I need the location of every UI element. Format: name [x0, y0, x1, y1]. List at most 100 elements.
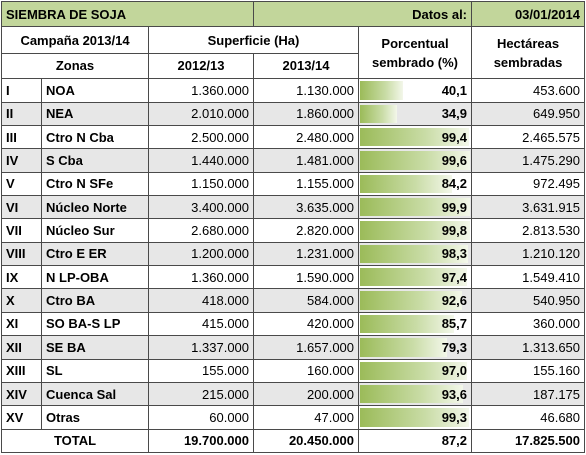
header-row-1: Campaña 2013/14 Superficie (Ha) Porcentu…: [1, 26, 586, 80]
total-label: TOTAL: [1, 428, 149, 454]
title-row: SIEMBRA DE SOJA Datos al: 03/01/2014: [0, 0, 586, 28]
zone-name: N LP-OBA: [41, 265, 149, 290]
table-row: XII SE BA 1.337.000 1.657.000 79,3 1.313.650: [1, 335, 586, 360]
zone-name: Núcleo Sur: [41, 218, 149, 243]
surface-2013-cell: 1.657.000: [253, 335, 360, 360]
pct-cell: 99,6: [358, 148, 473, 173]
zone-number: I: [1, 78, 42, 103]
pct-value: 98,3: [441, 246, 468, 262]
surface-2013-cell: 160.000: [253, 358, 360, 383]
hectares-sown-cell: 3.631.915: [471, 194, 586, 220]
pct-cell: 85,7: [358, 311, 473, 337]
pct-value: 93,6: [441, 386, 468, 402]
zone-name: Ctro N SFe: [41, 171, 149, 196]
ha-header-line1: Hectáreas: [496, 35, 560, 51]
surface-2012-cell: 1.360.000: [147, 78, 255, 103]
surface-2012-cell: 155.000: [147, 358, 255, 383]
zone-name: NEA: [41, 101, 149, 126]
surface-2013-cell: 200.000: [253, 381, 360, 407]
pct-data-bar: [360, 338, 447, 357]
zone-number: XV: [1, 405, 42, 430]
pct-value: 34,9: [441, 106, 468, 122]
pct-data-bar: [360, 174, 453, 193]
zone-name: Cuenca Sal: [41, 381, 149, 407]
surface-2012-cell: 418.000: [147, 288, 255, 313]
pct-value: 40,1: [441, 82, 468, 98]
pct-value: 99,4: [441, 129, 468, 145]
table-row: IX N LP-OBA 1.360.000 1.590.000 97,4 1.549.41…: [1, 265, 586, 290]
zone-number: VII: [1, 218, 42, 243]
total-2012: 19.700.000: [147, 428, 255, 454]
total-2013: 20.450.000: [253, 428, 360, 454]
pct-cell: 99,4: [358, 124, 473, 150]
hectares-sown-cell: 360.000: [471, 311, 586, 337]
ha-header: Hectáreas sembradas: [471, 26, 586, 80]
table-row: I NOA 1.360.000 1.130.000 40,1 453.600: [1, 78, 586, 103]
table-row: V Ctro N SFe 1.150.000 1.155.000 84,2 972.495: [1, 171, 586, 196]
pct-cell: 98,3: [358, 241, 473, 267]
hectares-sown-cell: 1.549.410: [471, 265, 586, 290]
zones-header: Zonas: [1, 52, 149, 80]
pct-cell: 34,9: [358, 101, 473, 126]
total-row: TOTAL 19.700.000 20.450.000 87,2 17.825.500: [1, 428, 586, 454]
pct-cell: 79,3: [358, 335, 473, 360]
zone-name: NOA: [41, 78, 149, 103]
zone-number: III: [1, 124, 42, 150]
surface-2013-cell: 2.820.000: [253, 218, 360, 243]
hectares-sown-cell: 46.680: [471, 405, 586, 430]
pct-cell: 99,8: [358, 218, 473, 243]
pct-data-bar: [360, 384, 463, 404]
surface-2013-cell: 1.590.000: [253, 265, 360, 290]
pct-data-bar: [360, 127, 470, 147]
hectares-sown-cell: 2.813.530: [471, 218, 586, 243]
hectares-sown-cell: 1.475.290: [471, 148, 586, 173]
total-pct: 87,2: [358, 428, 473, 454]
hectares-sown-cell: 155.160: [471, 358, 586, 383]
pct-data-bar: [360, 291, 462, 310]
pct-value: 99,8: [441, 223, 468, 239]
pct-value: 92,6: [441, 293, 468, 309]
date-label: Datos al:: [253, 0, 473, 28]
zone-number: XIII: [1, 358, 42, 383]
pct-cell: 40,1: [358, 78, 473, 103]
surface-2013-cell: 1.155.000: [253, 171, 360, 196]
surface-2013-cell: 1.231.000: [253, 241, 360, 267]
pct-value: 99,3: [441, 409, 468, 425]
pct-data-bar: [360, 104, 398, 123]
zone-number: II: [1, 101, 42, 126]
table-row: VI Núcleo Norte 3.400.000 3.635.000 99,9 3.63…: [1, 194, 586, 220]
surface-2013-cell: 1.860.000: [253, 101, 360, 126]
pct-cell: 97,0: [358, 358, 473, 383]
surface-2013-cell: 47.000: [253, 405, 360, 430]
pct-cell: 92,6: [358, 288, 473, 313]
pct-cell: 99,9: [358, 194, 473, 220]
pct-value: 97,4: [441, 269, 468, 285]
zone-name: SE BA: [41, 335, 149, 360]
zone-number: IV: [1, 148, 42, 173]
hectares-sown-cell: 972.495: [471, 171, 586, 196]
zone-name: Ctro BA: [41, 288, 149, 313]
ha-header-line2: sembradas: [493, 54, 563, 70]
zone-name: SL: [41, 358, 149, 383]
zone-name: Otras: [41, 405, 149, 430]
zone-name: S Cba: [41, 148, 149, 173]
pct-data-bar: [360, 408, 470, 427]
pct-data-bar: [360, 268, 468, 287]
header-row-2: Zonas 2012/13 2013/14: [1, 52, 585, 80]
hectares-sown-cell: 187.175: [471, 381, 586, 407]
surface-2013-cell: 3.635.000: [253, 194, 360, 220]
surface-2013-cell: 420.000: [253, 311, 360, 337]
surface-2012-cell: 2.680.000: [147, 218, 255, 243]
zone-number: IX: [1, 265, 42, 290]
table-row: VII Núcleo Sur 2.680.000 2.820.000 99,8 2.813…: [1, 218, 586, 243]
year2-header: 2013/14: [253, 52, 360, 80]
hectares-sown-cell: 2.465.575: [471, 124, 586, 150]
table-row: XIV Cuenca Sal 215.000 200.000 93,6 187.175: [1, 381, 586, 407]
campaign-header: Campaña 2013/14: [1, 26, 149, 54]
date-value: 03/01/2014: [471, 0, 586, 28]
pct-value: 85,7: [441, 316, 468, 332]
surface-2012-cell: 1.150.000: [147, 171, 255, 196]
surface-2013-cell: 584.000: [253, 288, 360, 313]
zone-name: Ctro E ER: [41, 241, 149, 267]
